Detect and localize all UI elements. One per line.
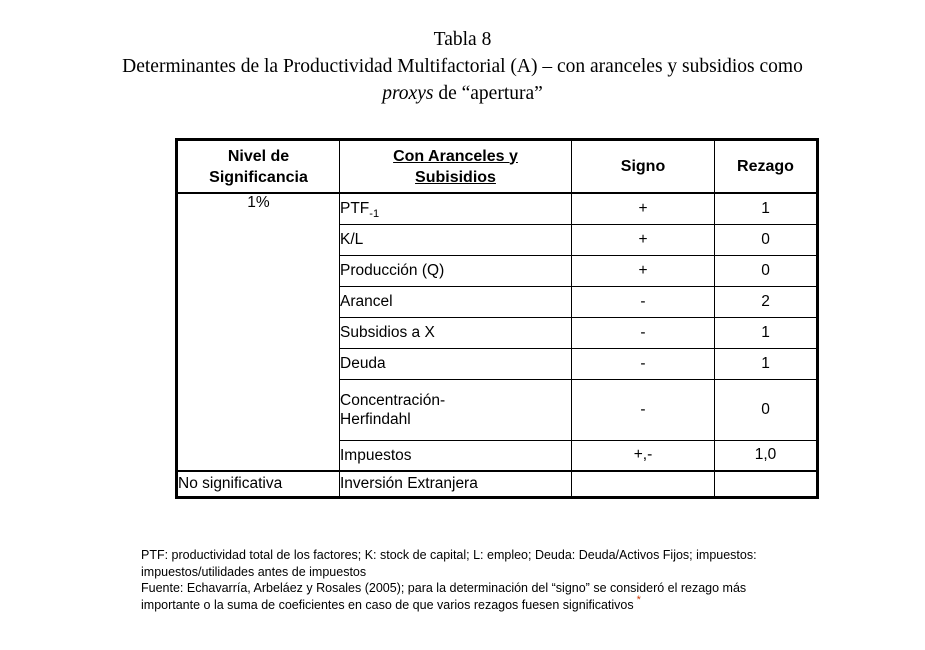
variable-cell: PTF-1 (339, 192, 572, 225)
footnote-line-text: importante o la suma de coeficientes en … (141, 597, 634, 612)
signo-cell: +,- (571, 439, 715, 472)
rezago-cell: 0 (714, 254, 818, 287)
title-line-main: Determinantes de la Productividad Multif… (122, 56, 803, 77)
rezago-cell: 1 (714, 347, 818, 380)
variable-cell: Arancel (339, 285, 572, 318)
table-row: Arancel - 2 (177, 285, 818, 318)
table-number: Tabla 8 (433, 29, 492, 50)
title-proxys-word: proxys (382, 83, 434, 104)
non-significant-row: No significativa Inversión Extranjera (176, 470, 818, 498)
title-line-sub: proxys de “apertura” (0, 80, 925, 107)
footnote-line: importante o la suma de coeficientes en … (141, 594, 841, 614)
rezago-cell: 0 (714, 378, 818, 441)
rezago-cell: 1 (714, 192, 818, 225)
signo-cell: + (571, 254, 715, 287)
table-row: Subsidios a X - 1 (177, 316, 818, 349)
variable-label: PTF (340, 200, 370, 218)
table-row: Concentración- Herfindahl - 0 (177, 378, 818, 441)
significance-level-cell: No significativa (176, 470, 340, 498)
table-row: 1% PTF-1 + 1 (176, 192, 818, 472)
variable-cell: K/L (339, 223, 572, 256)
variable-cell: Impuestos (339, 439, 572, 472)
variable-cell: Inversión Extranjera (339, 470, 572, 498)
signo-cell: - (571, 316, 715, 349)
table-row: Impuestos +,- 1,0 (177, 439, 818, 472)
signo-cell: - (571, 378, 715, 441)
significance-level-cell: 1% (176, 192, 340, 472)
variable-subscript: -1 (369, 208, 380, 221)
title-line-sub-rest: de “apertura” (433, 83, 543, 104)
footnote-marker: * (636, 594, 641, 607)
table-row: Deuda - 1 (177, 347, 818, 380)
rezago-cell: 2 (714, 285, 818, 318)
table-row: Producción (Q) + 0 (177, 254, 818, 287)
col-header-significance: Nivel de Significancia (176, 139, 340, 194)
footnote-line: impuestos/utilidades antes de impuestos (141, 564, 367, 579)
results-table: Nivel de Significancia Con Aranceles y S… (175, 138, 819, 499)
table-row: K/L + 0 (177, 223, 818, 256)
col-header-rezago: Rezago (714, 139, 818, 194)
signo-cell: - (571, 285, 715, 318)
rezago-cell: 0 (714, 223, 818, 256)
variable-cell: Subsidios a X (339, 316, 572, 349)
rezago-cell: 1 (714, 316, 818, 349)
rezago-cell: 1,0 (714, 439, 818, 472)
footnote-line: PTF: productividad total de los factores… (141, 548, 757, 562)
signo-cell: + (571, 223, 715, 256)
variable-cell: Deuda (339, 347, 572, 380)
footnote-line: Fuente: Echavarría, Arbeláez y Rosales (… (141, 581, 747, 595)
rezago-cell (714, 470, 818, 498)
signo-cell (571, 470, 715, 498)
footnote: PTF: productividad total de los factores… (141, 547, 841, 613)
table-title: Tabla 8 Determinantes de la Productivida… (0, 26, 925, 107)
variable-cell: Concentración- Herfindahl (339, 378, 572, 441)
header-row: Nivel de Significancia Con Aranceles y S… (176, 139, 818, 194)
table-container: Nivel de Significancia Con Aranceles y S… (175, 138, 819, 499)
col-header-aranceles: Con Aranceles y Subisidios (339, 139, 572, 194)
col-header-signo: Signo (571, 139, 715, 194)
signo-cell: + (571, 192, 715, 225)
variable-cell: Producción (Q) (339, 254, 572, 287)
signo-cell: - (571, 347, 715, 380)
